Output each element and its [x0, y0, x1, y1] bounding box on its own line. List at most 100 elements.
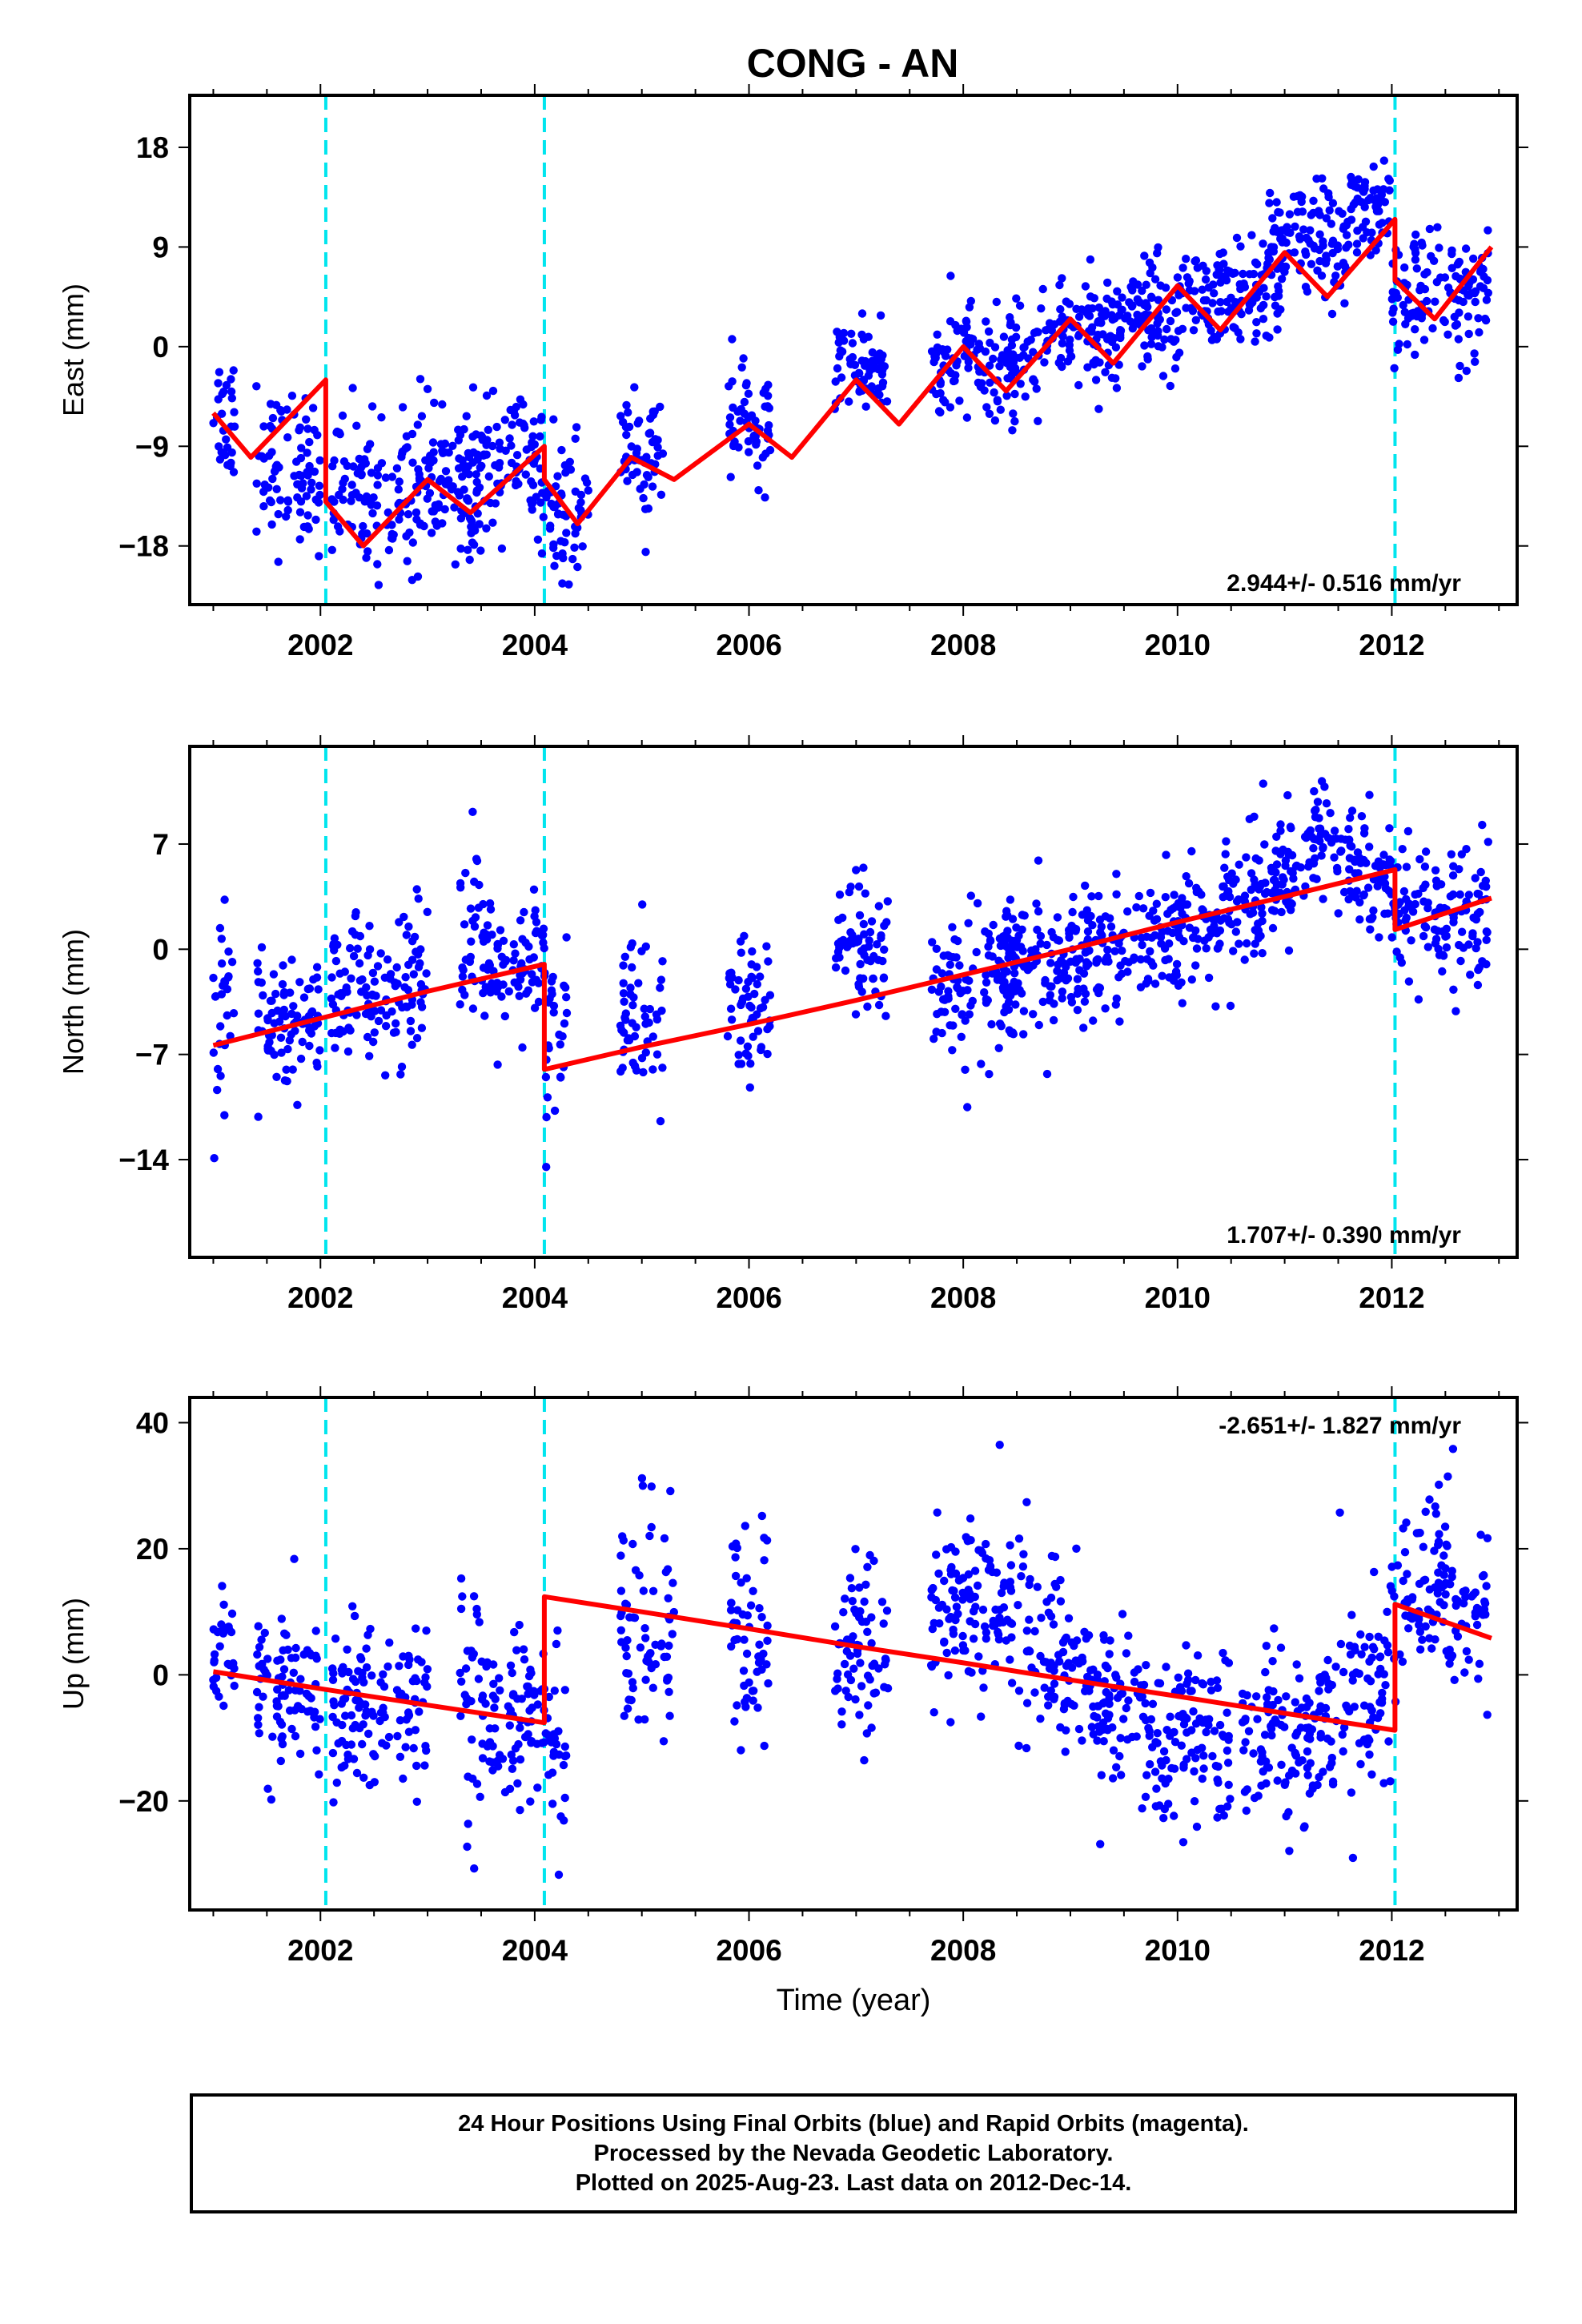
data-point — [367, 1671, 376, 1680]
data-point — [616, 1551, 625, 1560]
data-point — [832, 954, 841, 963]
data-point — [986, 378, 994, 387]
data-point — [1116, 331, 1125, 340]
x-tick-label: 2010 — [1145, 1934, 1211, 1967]
data-point — [305, 461, 314, 471]
data-point — [1178, 999, 1187, 1007]
data-point — [1460, 1599, 1468, 1608]
data-point — [1262, 1757, 1271, 1766]
data-point — [640, 1012, 649, 1021]
data-point — [1378, 1695, 1387, 1703]
data-point — [542, 493, 551, 502]
data-point — [482, 524, 491, 533]
data-point — [371, 1751, 379, 1761]
data-point — [962, 975, 970, 984]
data-point — [1250, 949, 1259, 958]
data-point — [948, 1046, 957, 1055]
data-point — [1339, 1747, 1347, 1756]
data-point — [1083, 363, 1092, 372]
data-point — [1295, 232, 1304, 241]
data-point — [626, 983, 635, 992]
data-point — [295, 508, 305, 517]
data-point — [482, 930, 491, 939]
data-point — [1142, 1661, 1150, 1670]
data-point — [1198, 1774, 1207, 1783]
data-point — [755, 1640, 764, 1649]
data-point — [745, 1001, 754, 1011]
data-point — [1149, 907, 1158, 915]
data-point — [1073, 1006, 1082, 1015]
data-point — [1379, 1779, 1388, 1787]
data-point — [279, 991, 288, 999]
data-point — [351, 931, 359, 939]
data-point — [938, 1028, 946, 1038]
data-point — [456, 544, 465, 553]
data-point — [268, 413, 278, 423]
data-point — [1190, 1797, 1199, 1806]
data-point — [571, 487, 580, 496]
data-point — [849, 1664, 858, 1673]
data-point — [622, 1651, 631, 1661]
data-point — [952, 1602, 962, 1611]
data-point — [981, 347, 990, 356]
data-point — [422, 969, 431, 978]
data-point — [1240, 955, 1249, 964]
data-point — [874, 902, 884, 911]
data-point — [1356, 1630, 1365, 1639]
data-point — [253, 959, 262, 968]
data-point — [274, 509, 283, 519]
data-point — [942, 352, 950, 360]
data-point — [483, 1658, 492, 1667]
data-point — [932, 944, 942, 954]
data-point — [254, 1720, 263, 1729]
data-point — [401, 973, 410, 982]
data-point — [464, 497, 473, 505]
data-point — [955, 961, 964, 970]
data-point — [957, 1032, 966, 1042]
data-point — [1151, 1738, 1160, 1747]
data-point — [1171, 967, 1181, 976]
data-point — [1065, 340, 1074, 350]
data-point — [272, 1702, 282, 1711]
data-point — [268, 1732, 277, 1741]
data-point — [1081, 989, 1090, 999]
data-point — [534, 997, 544, 1007]
data-point — [1014, 1534, 1024, 1543]
data-point — [749, 1696, 757, 1705]
data-point — [656, 1116, 665, 1126]
data-point — [1291, 1751, 1301, 1760]
data-point — [980, 1622, 990, 1631]
data-point — [648, 482, 657, 491]
data-point — [1049, 1620, 1058, 1629]
data-point — [1403, 1570, 1411, 1578]
data-point — [761, 449, 770, 458]
data-point — [392, 963, 401, 972]
data-point — [254, 1622, 263, 1630]
data-point — [493, 1060, 502, 1069]
data-point — [359, 1720, 367, 1729]
data-point — [1345, 865, 1354, 874]
data-point — [515, 1620, 524, 1630]
data-point — [1342, 231, 1351, 239]
data-point — [1046, 1659, 1055, 1667]
data-point — [1018, 1562, 1028, 1571]
data-point — [970, 1592, 980, 1602]
data-point — [1261, 1667, 1270, 1677]
data-point — [287, 1654, 296, 1663]
data-point — [1219, 259, 1228, 268]
data-point — [553, 510, 563, 519]
data-point — [338, 485, 347, 493]
data-point — [456, 1574, 466, 1583]
data-point — [727, 1015, 737, 1024]
data-point — [618, 417, 628, 427]
data-point — [1277, 275, 1287, 283]
data-point — [508, 1668, 516, 1678]
data-point — [1174, 933, 1184, 942]
data-point — [835, 352, 844, 361]
data-point — [1087, 323, 1097, 332]
data-point — [1124, 1631, 1133, 1640]
data-point — [861, 1580, 870, 1590]
data-point — [1311, 813, 1320, 822]
data-points — [209, 156, 1493, 589]
data-point — [1146, 268, 1154, 278]
